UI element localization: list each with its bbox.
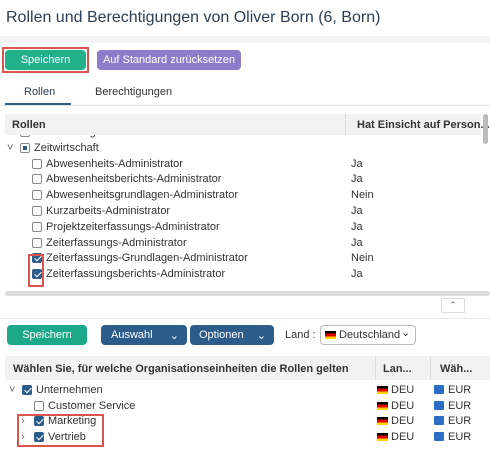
tab-border [0, 105, 490, 106]
checkbox[interactable] [34, 416, 44, 427]
role-name: Abwesenheitsgrundlagen-Administrator [46, 189, 238, 202]
highlight [28, 254, 44, 287]
currency: EUR [448, 384, 472, 396]
divider [430, 356, 431, 380]
flag [377, 432, 388, 441]
column-header: Wäh... [440, 363, 473, 375]
currency-icon [434, 385, 444, 394]
checkbox[interactable] [20, 135, 30, 137]
separator [0, 318, 490, 319]
currency-icon [434, 416, 444, 426]
checkbox[interactable] [32, 158, 42, 169]
chevron: ⌄ [169, 329, 179, 342]
divider [375, 356, 376, 380]
save-button[interactable]: Speichern [7, 325, 87, 345]
column-header: Wählen Sie, für welche Organisationseinh… [13, 363, 349, 375]
role-name: Reisemanagement [34, 135, 126, 139]
flag [377, 386, 388, 394]
role-name: Abwesenheitsberichts-Administrator [46, 173, 222, 186]
selection-dropdown[interactable]: Auswahl ⌄ [101, 325, 187, 345]
expander[interactable]: ˅ [7, 141, 14, 154]
country: DEU [391, 430, 415, 443]
tab-active[interactable]: Rollen [24, 86, 56, 98]
table-header [5, 114, 481, 135]
save-button[interactable]: Speichern [5, 50, 86, 70]
expander[interactable]: ˅ [7, 135, 13, 139]
units-body: ˅ Unternehmen DEU EUR Customer Service DEU EUR… [0, 382, 490, 449]
role-name: Kurzarbeits-Administrator [46, 205, 171, 217]
role-name: Zeiterfassungs-Grundlagen-Administrator [46, 252, 248, 265]
divider [345, 114, 346, 135]
expander[interactable]: › [21, 430, 25, 443]
role-value: Ja [351, 236, 363, 249]
highlight [2, 47, 89, 73]
role-value: Ja [351, 268, 363, 281]
roles-body: ˅ Reisemanagement ˅ Zeitwirtschaft Abwesenhe… [0, 135, 480, 289]
flag [325, 331, 336, 339]
role-name: Abwesenheits-Administrator [46, 157, 183, 170]
label: Auswahl [111, 329, 153, 341]
role-value: Ja [351, 205, 363, 217]
h-scrollbar[interactable] [5, 291, 490, 296]
flag [377, 401, 388, 410]
unit-name: Vertrieb [48, 430, 86, 443]
checkbox[interactable] [20, 142, 30, 153]
scrollbar[interactable] [483, 114, 488, 144]
tab[interactable]: Berechtigungen [95, 86, 173, 98]
checkbox[interactable] [22, 385, 32, 395]
chevron: ⌄ [256, 329, 266, 342]
country-label: Land : [285, 329, 316, 341]
column-header: Rollen [12, 119, 46, 131]
table-header [5, 356, 490, 380]
chevron: ⌄ [401, 327, 411, 339]
currency: EUR [448, 399, 472, 412]
column-header: Lan... [383, 363, 412, 375]
role-value: Ja [351, 157, 363, 170]
unit-name: Unternehmen [36, 384, 103, 396]
country-select[interactable]: Deutschland ⌄ [320, 325, 416, 345]
checkbox[interactable] [34, 400, 44, 411]
checkbox[interactable] [32, 221, 42, 232]
unit-name: Customer Service [48, 399, 136, 412]
country: DEU [391, 384, 415, 396]
country-value: Deutschland [339, 329, 401, 341]
country: DEU [391, 399, 415, 412]
role-value: Ja [351, 220, 363, 233]
currency-icon [434, 400, 444, 410]
role-name: Projektzeiterfassungs-Administrator [46, 220, 220, 233]
role-name: Zeiterfassungs-Administrator [46, 236, 187, 249]
column-header: Hat Einsicht auf Person... [357, 119, 490, 131]
flag [377, 417, 388, 426]
role-name: Zeiterfassungsberichts-Administrator [46, 268, 226, 281]
checkbox[interactable] [32, 269, 42, 280]
checkbox[interactable] [32, 190, 42, 201]
highlight [17, 414, 104, 447]
role-value: Ja [351, 173, 363, 186]
separator [0, 36, 490, 43]
unit-name: Marketing [48, 415, 97, 428]
expander[interactable]: ˅ [9, 384, 16, 396]
tab-underline [5, 103, 71, 105]
checkbox[interactable] [34, 431, 44, 442]
expander[interactable]: › [21, 415, 25, 428]
country: DEU [391, 415, 415, 428]
header [0, 0, 490, 36]
reset-button[interactable]: Auf Standard zurücksetzen [97, 50, 241, 70]
role-name: Zeitwirtschaft [34, 141, 99, 154]
checkbox[interactable] [32, 174, 42, 185]
currency: EUR [448, 415, 472, 428]
checkbox[interactable] [32, 237, 42, 248]
page-title: Rollen und Berechtigungen von Oliver Bor… [6, 9, 381, 26]
role-value: Nein [351, 189, 374, 202]
checkbox[interactable] [32, 253, 42, 264]
role-value: Nein [351, 252, 374, 265]
label: Optionen [199, 329, 244, 341]
options-dropdown[interactable]: Optionen ⌄ [190, 325, 274, 345]
checkbox[interactable] [32, 206, 42, 216]
collapse-button[interactable]: ⌃ [441, 298, 465, 313]
currency: EUR [448, 430, 472, 443]
currency-icon [434, 431, 444, 441]
